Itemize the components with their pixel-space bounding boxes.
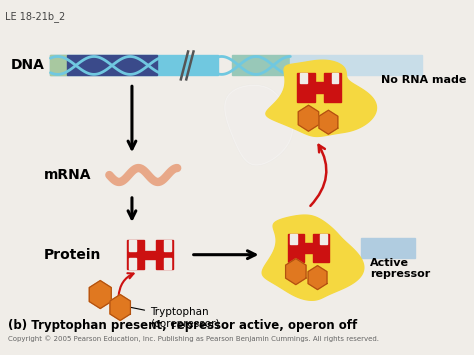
Bar (313, 234, 329, 262)
Text: Protein: Protein (44, 248, 101, 262)
Bar (315, 82, 324, 93)
Polygon shape (319, 110, 338, 134)
Bar (361, 238, 415, 258)
Polygon shape (298, 105, 319, 131)
Bar (291, 55, 422, 75)
Bar (51, 55, 218, 75)
Bar (324, 73, 341, 102)
Bar (51, 55, 67, 75)
Bar (164, 258, 171, 269)
Text: Tryptophan
(corepressor): Tryptophan (corepressor) (119, 305, 219, 329)
Bar (129, 240, 136, 251)
Bar (288, 234, 304, 262)
Polygon shape (266, 60, 376, 136)
Bar (304, 243, 313, 253)
Bar (332, 73, 338, 83)
Bar (298, 73, 315, 102)
Bar (231, 55, 291, 75)
Polygon shape (262, 215, 364, 300)
Text: LE 18-21b_2: LE 18-21b_2 (5, 11, 65, 22)
Bar (320, 234, 327, 244)
Bar (164, 240, 171, 251)
Polygon shape (286, 259, 306, 285)
Bar (67, 55, 157, 75)
Polygon shape (308, 266, 327, 290)
Text: mRNA: mRNA (44, 168, 91, 182)
Bar (145, 251, 156, 259)
Polygon shape (89, 280, 111, 308)
Bar (129, 258, 136, 269)
Text: (b) Tryptophan present, repressor active, operon off: (b) Tryptophan present, repressor active… (8, 320, 357, 332)
Bar (127, 240, 145, 269)
Bar (301, 73, 307, 83)
Text: DNA: DNA (10, 59, 44, 72)
Text: No RNA made: No RNA made (381, 75, 466, 86)
Polygon shape (110, 295, 130, 321)
Polygon shape (225, 85, 293, 165)
Polygon shape (225, 85, 293, 165)
Text: Copyright © 2005 Pearson Education, Inc. Publishing as Pearson Benjamin Cummings: Copyright © 2005 Pearson Education, Inc.… (8, 335, 379, 342)
Text: Active
repressor: Active repressor (370, 258, 430, 279)
Bar (156, 240, 173, 269)
Bar (291, 234, 297, 244)
